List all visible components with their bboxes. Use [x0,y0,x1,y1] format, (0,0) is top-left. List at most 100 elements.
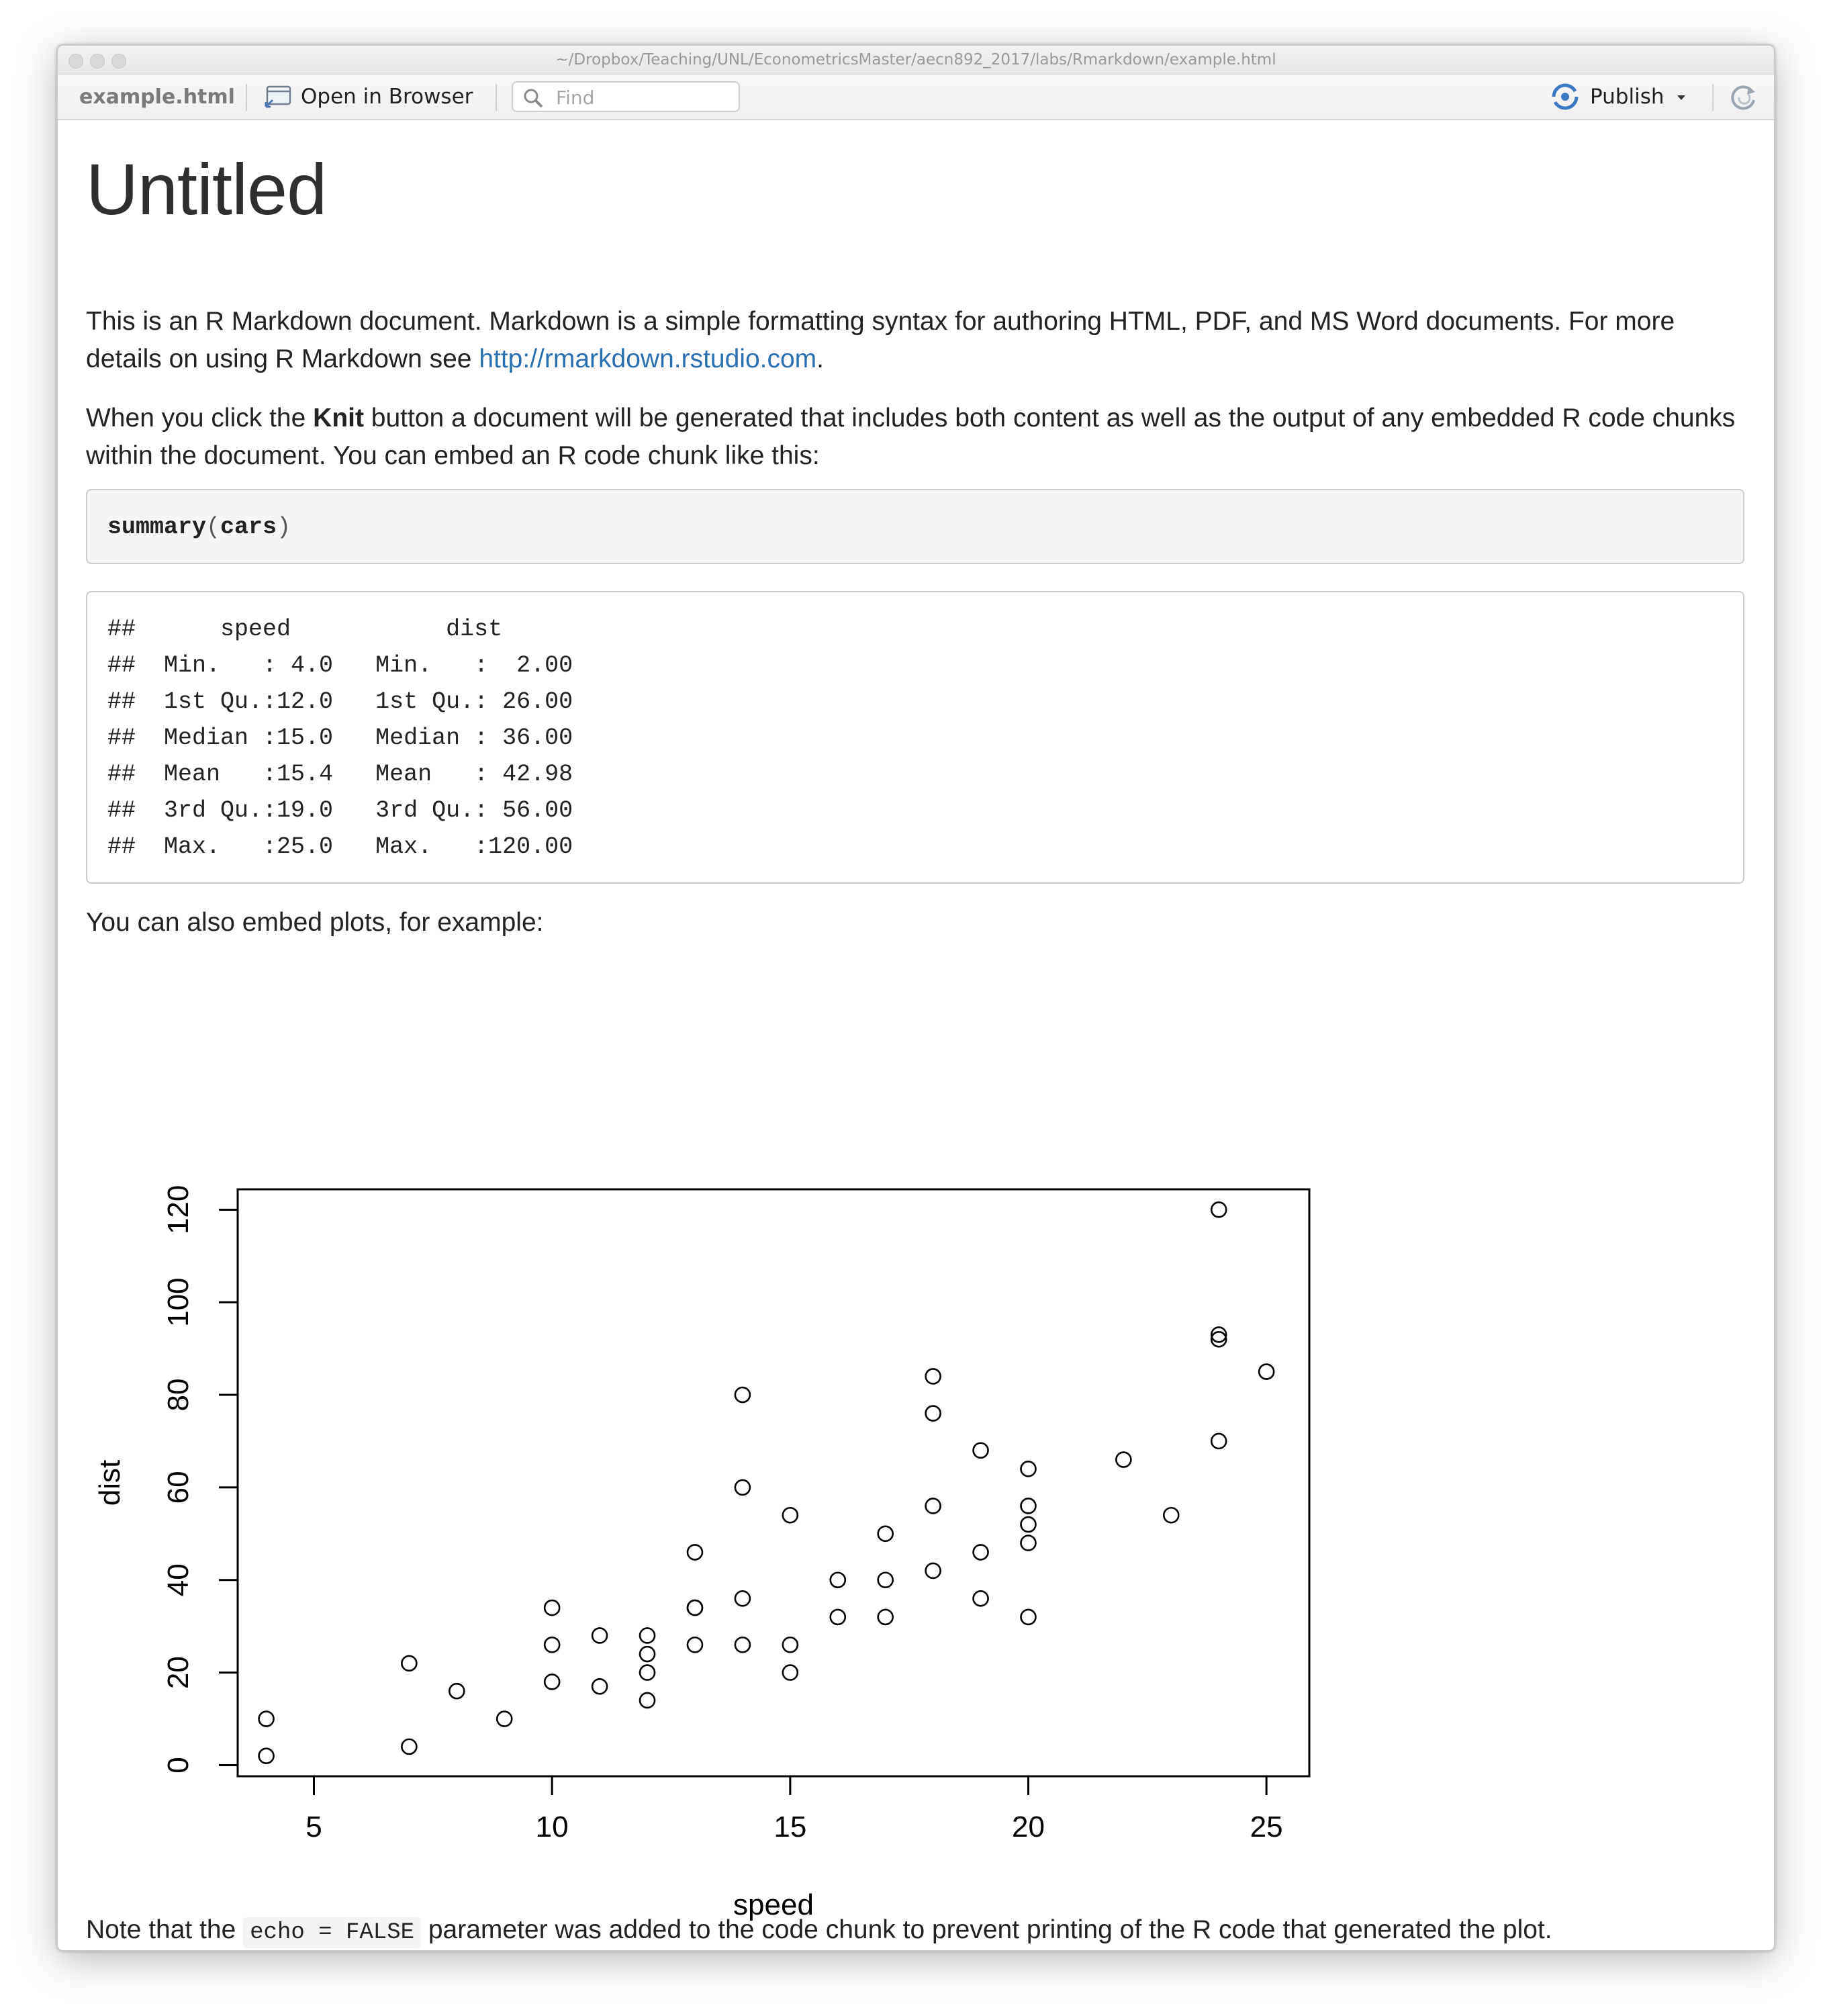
knit-paragraph: When you click the Knit button a documen… [86,400,1751,475]
y-tick-label: 60 [162,1471,195,1504]
data-point [925,1498,941,1514]
title-bar: ~/Dropbox/Teaching/UNL/EconometricsMaste… [58,46,1774,75]
echo-note-paragraph: Note that the echo = FALSE parameter was… [86,1911,1751,1950]
minimize-window-button[interactable] [90,54,105,68]
x-axis-label: speed [733,1888,814,1921]
close-window-button[interactable] [68,54,83,68]
code-paren-close: ) [277,514,291,541]
inline-code-echo: echo = FALSE [243,1917,421,1948]
data-point [1258,1363,1275,1380]
data-point [591,1678,608,1695]
data-point [258,1747,275,1764]
scatter-plot: 5 10 15 20 25 0 20 40 60 80 100 120 speed dist [93,1185,1311,1921]
data-point [1115,1451,1132,1468]
open-in-browser-label: Open in Browser [301,85,473,109]
data-point [1020,1498,1037,1514]
output-line: ## Median :15.0 Median : 36.00 [107,725,602,751]
data-point [1020,1534,1037,1551]
data-point [1020,1461,1037,1477]
data-point [782,1664,799,1681]
output-line: ## 3rd Qu.:19.0 3rd Qu.: 56.00 [107,797,602,824]
data-point [543,1599,561,1616]
data-point [1020,1608,1037,1626]
data-point [1020,1516,1037,1533]
data-point [543,1674,561,1690]
publish-label: Publish [1590,85,1664,109]
find-input[interactable] [555,87,732,108]
data-point [877,1571,894,1589]
search-icon [524,89,543,108]
x-tick-label: 15 [773,1811,806,1843]
note-text-a: Note that the [86,1915,244,1944]
knit-text-b: button a document will be generated that… [86,404,1736,470]
data-point [591,1627,608,1644]
viewer-window: ~/Dropbox/Teaching/UNL/EconometricsMaste… [56,44,1775,1952]
data-point [925,1562,941,1579]
data-point [1210,1432,1227,1450]
window-path: ~/Dropbox/Teaching/UNL/EconometricsMaste… [555,51,1276,68]
zoom-window-button[interactable] [111,54,126,68]
plot-frame [236,1188,1311,1778]
data-point [401,1655,418,1672]
data-point [496,1710,513,1727]
data-point [877,1608,894,1626]
data-point [829,1608,847,1626]
publish-icon [1552,83,1579,110]
page-title: Untitled [86,148,327,230]
x-tick-label: 5 [306,1811,322,1843]
find-box[interactable] [512,81,740,112]
data-point [782,1506,799,1524]
y-tick-label: 120 [162,1185,195,1234]
data-point [543,1636,561,1653]
output-line: ## Mean :15.4 Mean : 42.98 [107,761,602,788]
data-point [734,1386,751,1404]
note-text-b: parameter was added to the code chunk to… [421,1915,1552,1944]
data-point [1210,1201,1227,1218]
open-in-browser-button[interactable]: Open in Browser [263,81,473,112]
chevron-down-icon[interactable] [1674,90,1689,103]
data-point [448,1682,465,1700]
output-line: ## 1st Qu.:12.0 1st Qu.: 26.00 [107,688,602,715]
data-point [686,1636,704,1653]
publish-button[interactable]: Publish [1550,81,1689,112]
data-point [972,1442,989,1459]
y-axis-label: dist [93,1460,126,1506]
plot-intro-paragraph: You can also embed plots, for example: [86,908,544,937]
data-point [925,1368,941,1385]
toolbar-divider [246,84,247,111]
code-paren-open: ( [206,514,221,541]
data-point [877,1525,894,1543]
data-point [734,1479,751,1496]
file-name-label: example.html [79,85,235,109]
data-point [734,1590,751,1607]
data-point [925,1405,941,1422]
code-argument: cars [220,514,277,541]
data-point [686,1599,704,1616]
data-point [972,1544,989,1561]
refresh-icon[interactable] [1728,83,1759,112]
y-tick-label: 20 [162,1656,195,1689]
document-content: Untitled This is an R Markdown document.… [58,120,1774,1950]
code-chunk: summary(cars) [86,489,1744,564]
data-point [258,1710,275,1727]
data-point [734,1636,751,1653]
data-point [686,1544,704,1561]
y-tick-label: 80 [162,1379,195,1412]
rmarkdown-link[interactable]: http://rmarkdown.rstudio.com [479,345,817,373]
intro-end: . [816,345,825,373]
toolbar-divider [1712,84,1714,111]
data-point [782,1636,799,1653]
x-tick-label: 20 [1012,1811,1045,1843]
toolbar-divider [496,84,497,111]
knit-bold: Knit [313,404,364,432]
output-line: ## Min. : 4.0 Min. : 2.00 [107,652,602,679]
data-point [639,1627,656,1644]
data-point [1210,1331,1227,1348]
y-tick-label: 0 [162,1757,195,1773]
data-point [401,1738,418,1755]
y-tick-label: 100 [162,1277,195,1326]
browser-window-icon [265,85,291,108]
data-point [1210,1326,1227,1343]
data-point [972,1590,989,1607]
x-tick-label: 10 [536,1811,569,1843]
